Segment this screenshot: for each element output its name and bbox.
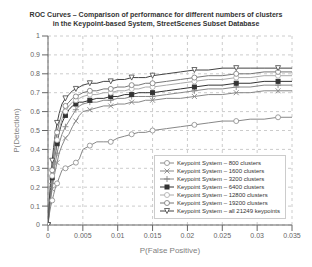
- svg-text:1: 1: [36, 32, 40, 39]
- svg-text:0: 0: [36, 221, 40, 228]
- svg-text:0.1: 0.1: [30, 203, 40, 210]
- svg-text:0.3: 0.3: [30, 165, 40, 172]
- svg-text:0.02: 0.02: [181, 232, 195, 239]
- svg-text:0.6: 0.6: [30, 108, 40, 115]
- svg-text:P(False Positive): P(False Positive): [140, 246, 201, 255]
- svg-text:0.8: 0.8: [30, 70, 40, 77]
- html-text:Keypoint System – all 21249 ke: Keypoint System – all 21249 keypoints: [176, 208, 280, 214]
- svg-text:P(Detection): P(Detection): [12, 108, 21, 153]
- html-text:Keypoint System – 1600 cluster: Keypoint System – 1600 clusters: [176, 168, 265, 174]
- svg-text:0.03: 0.03: [250, 232, 264, 239]
- svg-text:0.025: 0.025: [214, 232, 232, 239]
- svg-text:0.035: 0.035: [283, 232, 301, 239]
- svg-text:0: 0: [46, 232, 50, 239]
- html-text:Keypoint System – 800 clusters: Keypoint System – 800 clusters: [176, 160, 261, 166]
- html-text:ROC Curves – Comparison of per: ROC Curves – Comparison of performance f…: [29, 11, 283, 18]
- svg-text:0.2: 0.2: [30, 184, 40, 191]
- html-text:Keypoint System – 19200 cluste: Keypoint System – 19200 clusters: [176, 200, 268, 206]
- html-text:Keypoint System – 3200 cluster: Keypoint System – 3200 clusters: [176, 176, 265, 182]
- html-text:Keypoint System – 6400 cluster: Keypoint System – 6400 clusters: [176, 184, 265, 190]
- svg-text:0.015: 0.015: [144, 232, 162, 239]
- svg-text:0.7: 0.7: [30, 89, 40, 96]
- svg-text:0.5: 0.5: [30, 127, 40, 134]
- svg-text:0.01: 0.01: [111, 232, 125, 239]
- svg-text:0.4: 0.4: [30, 146, 40, 153]
- svg-text:0.005: 0.005: [74, 232, 92, 239]
- html-text:in the Keypoint-based System,: in the Keypoint-based System, StreetScen…: [52, 20, 260, 27]
- svg-text:0.9: 0.9: [30, 51, 40, 58]
- html-text:Keypoint System – 12800 cluste: Keypoint System – 12800 clusters: [176, 192, 268, 198]
